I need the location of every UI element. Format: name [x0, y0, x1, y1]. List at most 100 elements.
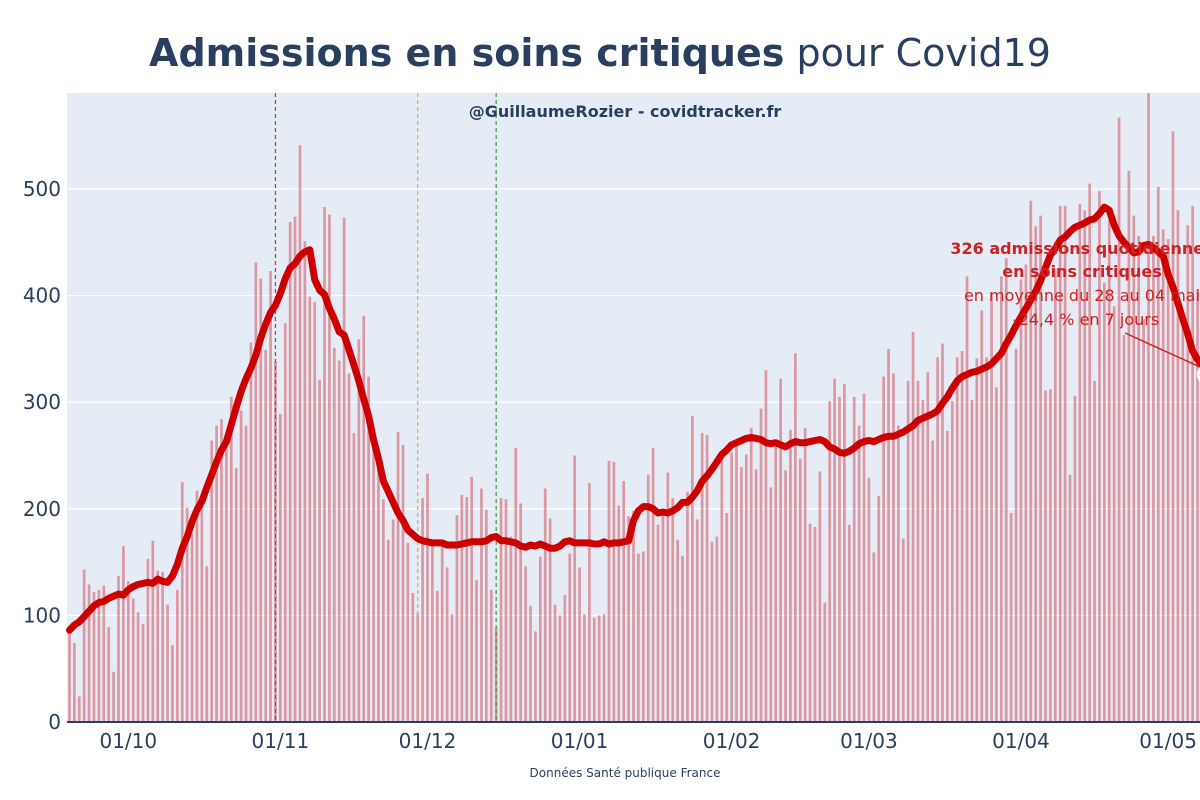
bar [166, 604, 169, 722]
bar [779, 378, 782, 722]
bar [328, 214, 331, 723]
bar [1196, 290, 1199, 722]
bar [180, 482, 184, 722]
bar [445, 567, 449, 722]
bar [1083, 210, 1087, 722]
bar [279, 413, 282, 722]
bar [990, 293, 993, 722]
bar [744, 454, 748, 722]
bar [1009, 513, 1013, 722]
bar [396, 432, 400, 722]
bar [308, 296, 312, 722]
bar [264, 349, 267, 722]
bar [936, 357, 939, 722]
bar [332, 347, 336, 722]
bar [1093, 380, 1096, 722]
annotation-line3: en moyenne du 28 au 04 mai [964, 286, 1200, 305]
bar [553, 604, 557, 722]
bar [377, 468, 380, 722]
bar [382, 499, 385, 722]
bar [749, 427, 753, 722]
bar [485, 509, 488, 722]
bar [1186, 225, 1190, 723]
bar [161, 571, 164, 722]
bar [318, 379, 321, 722]
bar [646, 474, 650, 722]
bar [1073, 395, 1077, 722]
bar [754, 469, 758, 722]
bar [1117, 117, 1121, 723]
bar [1156, 186, 1160, 722]
bar [254, 262, 258, 722]
bar [597, 615, 601, 722]
bar [435, 590, 439, 722]
bar [1107, 219, 1111, 723]
bar [475, 580, 478, 722]
bar [622, 481, 626, 722]
bar [200, 498, 204, 722]
bar [641, 551, 645, 722]
bar [337, 360, 341, 722]
bar [798, 458, 802, 722]
bar [151, 540, 155, 722]
bar [681, 555, 684, 722]
bar [77, 696, 81, 722]
bar [303, 241, 307, 722]
bar [1034, 226, 1038, 723]
bar [1152, 235, 1155, 723]
bar [1122, 335, 1126, 722]
bar [568, 553, 572, 722]
bar [1147, 93, 1150, 722]
bar [171, 645, 174, 722]
bar [548, 518, 552, 722]
bar [730, 452, 733, 722]
bar [980, 310, 984, 722]
bar [882, 376, 885, 722]
bar [538, 556, 542, 722]
bar [607, 460, 611, 722]
bar [73, 643, 76, 722]
bar [460, 494, 464, 722]
bar [352, 433, 356, 722]
bar [950, 401, 954, 722]
bar [92, 591, 96, 722]
bar [514, 448, 518, 722]
bar [558, 615, 562, 722]
bar [759, 408, 763, 722]
bar [1181, 312, 1185, 722]
bar [995, 387, 998, 722]
bar [627, 516, 630, 722]
y-tick-label: 300 [23, 390, 61, 414]
bar [588, 483, 591, 722]
bar [112, 671, 115, 722]
bar [225, 436, 228, 722]
chart-title: Admissions en soins critiques pour Covid… [149, 31, 1051, 75]
axes: 0 100 200 300 400 500 01/10 01/11 01/12 01/01 01/0… [23, 177, 1200, 753]
bar [68, 630, 71, 722]
bar [156, 570, 160, 722]
bar [828, 401, 832, 722]
y-tick-label: 100 [23, 603, 61, 627]
bar [946, 430, 949, 722]
bar [220, 419, 223, 722]
bar [1171, 131, 1175, 723]
bar [735, 445, 738, 722]
bar [1049, 389, 1052, 722]
bar [146, 558, 150, 722]
watermark: @GuillaumeRozier - covidtracker.fr [469, 102, 782, 121]
bar [1142, 319, 1145, 722]
bar [617, 505, 621, 722]
bar [283, 323, 287, 722]
bar [985, 357, 988, 722]
x-tick-label: 01/01 [551, 729, 609, 753]
bar [578, 567, 581, 722]
bar [372, 449, 375, 722]
bar [975, 358, 979, 722]
bar [710, 541, 714, 722]
bar [612, 461, 616, 722]
bar [916, 380, 920, 722]
bar [686, 491, 689, 722]
bar [288, 221, 292, 723]
